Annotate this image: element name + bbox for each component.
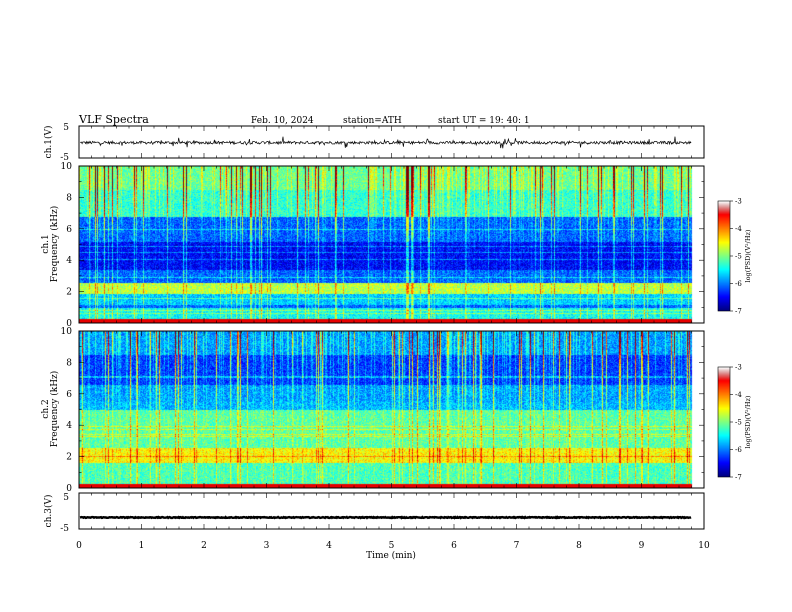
ch2-spectrogram-image [79, 331, 693, 488]
colorbar-tick-label: -7 [735, 474, 742, 482]
frequency-tick-label: 2 [66, 288, 72, 298]
frequency-tick-label: 2 [66, 453, 72, 463]
start-ut-label: start UT = 19: 40: 1 [438, 116, 530, 126]
time-axis-tick-label: 10 [698, 541, 710, 551]
ch1-colorbar-image-holder [718, 201, 730, 311]
time-axis-tick-label: 2 [201, 541, 207, 551]
colorbar-tick-label: -3 [735, 198, 742, 206]
colorbar-tick-label: -6 [735, 446, 742, 454]
ch1-waveform-panel: 5 -5 ch.1(V) [43, 123, 705, 163]
ch1-colorbar-gradient [718, 201, 730, 311]
ch3-waveform-line [79, 515, 692, 520]
time-axis-tick-label: 6 [451, 541, 457, 551]
ch3-waveform-frame [78, 492, 705, 530]
ch1-spectrogram-image [79, 166, 693, 323]
frequency-tick-label: 8 [66, 358, 72, 368]
time-axis-label: Time (min) [366, 550, 416, 561]
ch2-spectrogram-ylabel: Frequency (kHz) [49, 371, 60, 448]
frequency-tick-label: 0 [66, 484, 72, 494]
ch1-spectrogram-image-holder [79, 166, 693, 323]
ch1-spectrogram-xticks [78, 166, 705, 323]
frequency-tick-label: 0 [66, 319, 72, 329]
time-axis-tick-label: 7 [514, 541, 520, 551]
figure-title: VLF Spectra [78, 113, 149, 126]
ch1-colorbar: -3 -4 -5 -6 -7 log(PSD)(V²/Hz) [717, 198, 752, 316]
colorbar-tick-label: -5 [735, 253, 742, 261]
frequency-tick-label: 6 [66, 390, 72, 400]
ch1-ytick-bottom: -5 [60, 153, 69, 163]
ch1-ytick-top: 5 [63, 123, 69, 133]
time-axis-tick-label: 8 [576, 541, 582, 551]
waveform-trace [79, 136, 692, 149]
ch1-waveform-xticks [78, 126, 705, 158]
ch3-waveform-ylabel: ch.3(V) [43, 495, 54, 528]
date-label: Feb. 10, 2024 [251, 116, 314, 126]
ch2-spectrogram-xticks [78, 331, 705, 488]
frequency-tick-label: 4 [66, 421, 72, 431]
frequency-tick-label: 8 [66, 193, 72, 203]
time-axis-tick-label: 5 [389, 541, 395, 551]
ch3-waveform-xticks [78, 493, 705, 529]
time-axis-tick-label: 0 [76, 541, 82, 551]
waveform-trace [79, 515, 692, 520]
station-label: station=ATH [343, 116, 402, 126]
ch1-waveform-line [79, 136, 692, 149]
ch1-spectrogram-yticks: 0 2 4 6 8 10 [61, 162, 704, 329]
ch2-spectrogram-image-holder [79, 331, 693, 488]
ch2-colorbar-gradient [718, 367, 730, 477]
ch2-spectrogram-channel-label: ch.2 [41, 399, 51, 418]
colorbar-tick-label: -4 [735, 391, 742, 399]
time-axis-tick-label: 9 [639, 541, 645, 551]
ch1-spectrogram-panel: 0 2 4 6 8 10 ch.1 Frequency (kHz) [41, 162, 705, 329]
ch1-colorbar-ticks: -3 -4 -5 -6 -7 [730, 198, 742, 316]
colorbar-tick-label: -7 [735, 308, 742, 316]
ch2-spectrogram-panel: 0 2 4 6 8 10 ch.2 Frequency (kHz) [41, 327, 705, 494]
ch2-colorbar-label: log(PSD)(V²/Hz) [744, 395, 752, 448]
ch3-waveform-panel: 5 -5 ch.3(V) 0 1 2 3 4 5 6 7 8 9 10 Time (min) [43, 492, 710, 561]
ch3-ytick-top: 5 [63, 493, 69, 503]
ch1-colorbar-label: log(PSD)(V²/Hz) [744, 229, 752, 282]
time-axis-tick-labels: 0 1 2 3 4 5 6 7 8 9 10 [76, 541, 710, 551]
time-axis-tick-label: 4 [326, 541, 332, 551]
frequency-tick-label: 10 [61, 327, 73, 337]
colorbar-tick-label: -6 [735, 280, 742, 288]
frequency-tick-label: 6 [66, 225, 72, 235]
frequency-tick-label: 10 [61, 162, 73, 172]
ch1-spectrogram-ylabel: Frequency (kHz) [49, 206, 60, 283]
time-axis-tick-label: 1 [139, 541, 145, 551]
ch2-colorbar: -3 -4 -5 -6 -7 log(PSD)(V²/Hz) [717, 364, 752, 482]
ch2-colorbar-image-holder [718, 367, 730, 477]
colorbar-tick-label: -4 [735, 225, 742, 233]
ch3-ytick-bottom: -5 [60, 524, 69, 534]
time-axis-tick-label: 3 [264, 541, 270, 551]
ch1-spectrogram-channel-label: ch.1 [41, 234, 51, 253]
colorbar-tick-label: -3 [735, 364, 742, 372]
colorbar-tick-label: -5 [735, 419, 742, 427]
frequency-tick-label: 4 [66, 256, 72, 266]
ch2-colorbar-ticks: -3 -4 -5 -6 -7 [730, 364, 742, 482]
ch1-waveform-ylabel: ch.1(V) [43, 126, 54, 159]
ch2-spectrogram-yticks: 0 2 4 6 8 10 [61, 327, 704, 494]
